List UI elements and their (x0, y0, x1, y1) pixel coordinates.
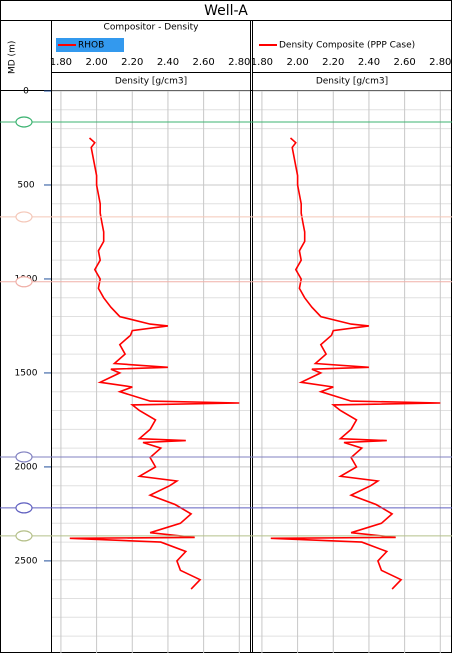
marker-symbol (15, 502, 33, 514)
legend-highlight (56, 38, 124, 52)
x-axis-label: Density [g/cm3] (115, 77, 187, 87)
legend-label: RHOB (78, 41, 104, 51)
x-tick-label: 2.20 (121, 57, 143, 68)
depth-tick-label: 500 (17, 180, 34, 190)
marker-symbol (15, 451, 33, 463)
density-curve (69, 137, 240, 590)
x-tick-label: 1.80 (251, 57, 273, 68)
legend-label: Density Composite (PPP Case) (279, 41, 415, 51)
x-tick-label: 2.60 (192, 57, 214, 68)
depth-tick-label: 2000 (15, 462, 38, 472)
density-curve (270, 137, 441, 590)
x-tick-label: 2.40 (358, 57, 380, 68)
x-axis-label: Density [g/cm3] (316, 77, 388, 87)
x-tick-label: 2.80 (228, 57, 250, 68)
x-tick-label: 2.00 (286, 57, 308, 68)
depth-tick-label: 1500 (15, 368, 38, 378)
marker-symbol (15, 211, 33, 223)
x-tick-label: 2.60 (393, 57, 415, 68)
depth-tick-label: 2500 (15, 556, 38, 566)
marker-symbol (15, 116, 33, 128)
well-title: Well-A (204, 3, 248, 19)
marker-symbol (15, 530, 33, 542)
x-tick-label: 1.80 (50, 57, 72, 68)
x-tick-label: 2.00 (85, 57, 107, 68)
marker-symbol (15, 276, 33, 288)
depth-label: MD (m) (8, 41, 18, 74)
x-tick-label: 2.40 (157, 57, 179, 68)
x-tick-label: 2.20 (322, 57, 344, 68)
depth-tick-label: 0 (23, 87, 29, 97)
x-tick-label: 2.80 (429, 57, 451, 68)
track-title: Compositor - Density (104, 23, 200, 33)
